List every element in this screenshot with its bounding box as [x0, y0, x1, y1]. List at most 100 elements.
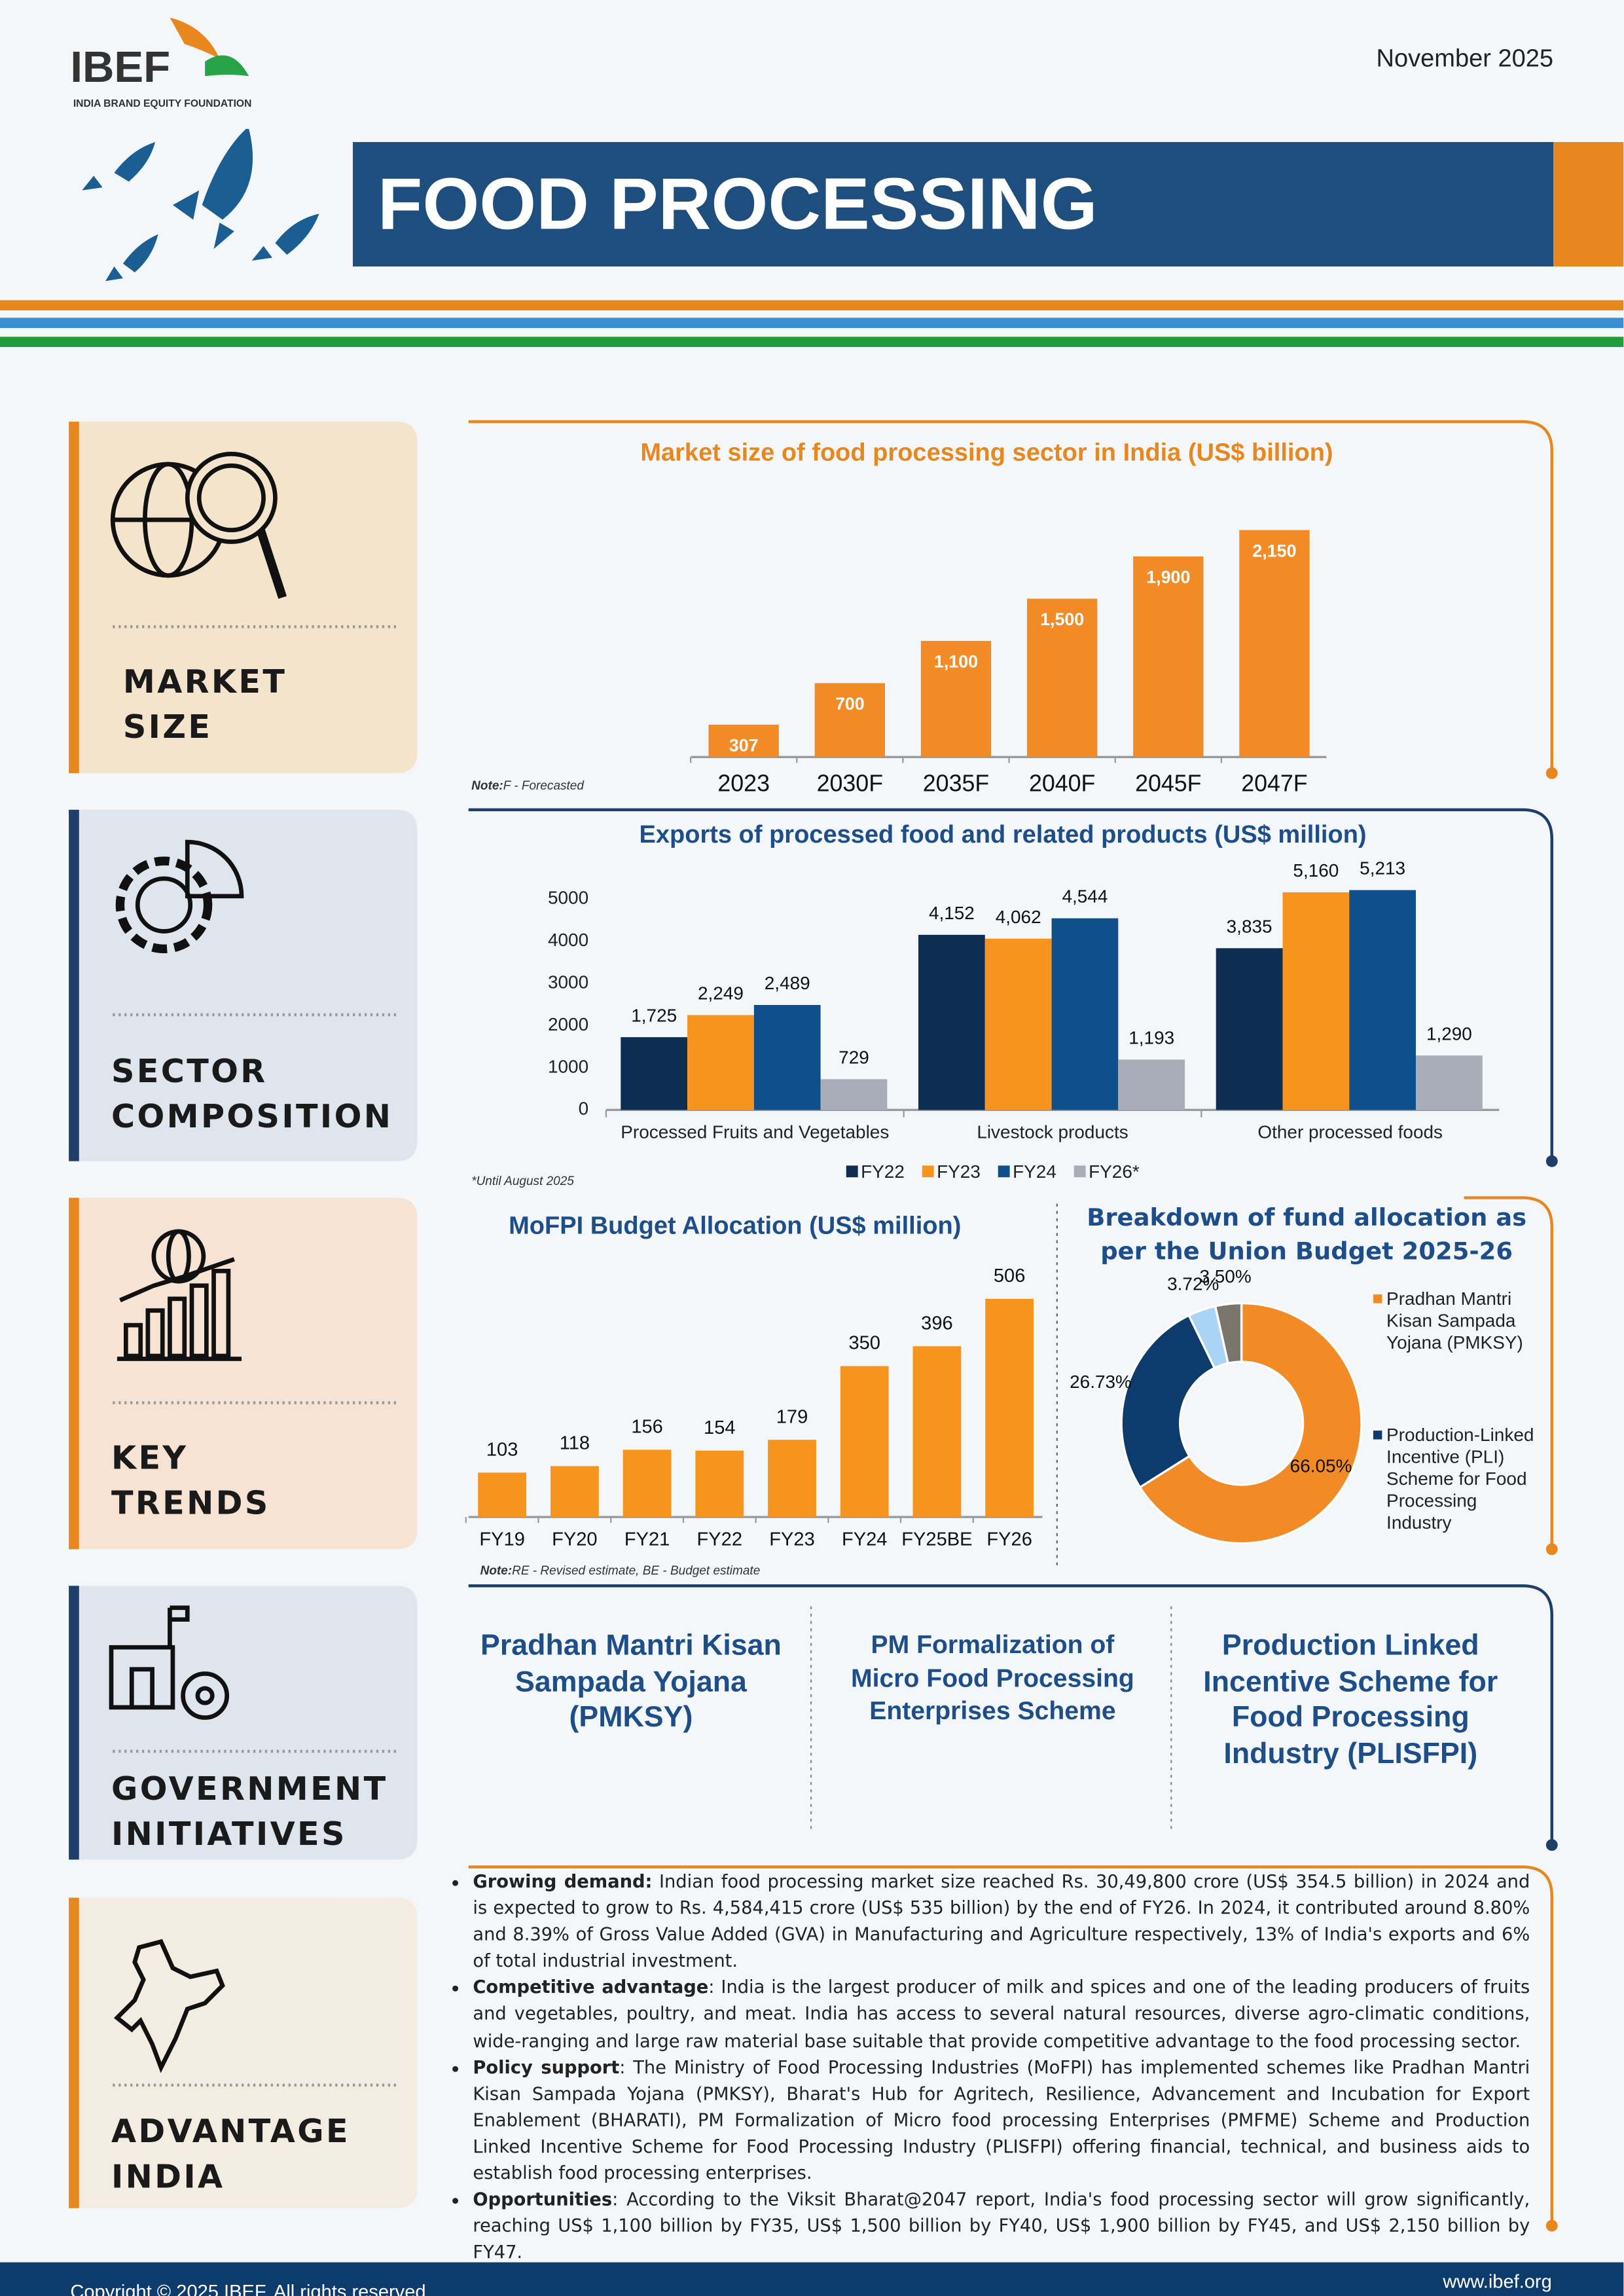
note-text: *Until August 2025 — [471, 1175, 574, 1188]
x-tick-label: 2040F — [1029, 770, 1095, 796]
icon — [109, 1645, 175, 1710]
side-box — [69, 1586, 418, 1860]
value-label: 103 — [486, 1439, 518, 1460]
x-tick-label: FY21 — [624, 1529, 670, 1550]
section-frame — [468, 808, 1554, 1161]
side-accent — [69, 1586, 79, 1860]
legend-label: FY24 — [1013, 1161, 1056, 1182]
legend-swatch — [1074, 1165, 1086, 1178]
bar — [1416, 1055, 1483, 1110]
section-label: SECTOR — [111, 1054, 268, 1091]
bar — [814, 683, 886, 757]
bar — [550, 1466, 599, 1518]
x-tick-label: 2047F — [1241, 770, 1307, 796]
bar — [478, 1472, 527, 1518]
x-tick-label: FY26 — [986, 1529, 1032, 1550]
legend-label: Pradhan Mantri Kisan Sampada Yojana (PMK… — [1386, 1288, 1523, 1353]
bullet-heading: Competitive advantage — [473, 1977, 709, 1998]
legend-label: Production-Linked Incentive (PLI) Scheme… — [1386, 1425, 1534, 1533]
x-tick-label: FY25BE — [901, 1529, 972, 1550]
section-frame — [1464, 1196, 1554, 1550]
bullet: Policy support: The Ministry of Food Pro… — [473, 2054, 1530, 2186]
frame-dot — [1545, 1155, 1558, 1167]
x-tick-label: Processed Fruits and Vegetables — [621, 1122, 889, 1142]
bullet-heading: Opportunities — [473, 2189, 613, 2210]
x-tick-label: 2023 — [717, 770, 770, 796]
side-accent — [69, 1897, 79, 2208]
bar — [1216, 948, 1283, 1110]
advantage-text: Growing demand: Indian food processing m… — [451, 1868, 1530, 2266]
value-label: 118 — [560, 1433, 590, 1454]
bar — [621, 1037, 688, 1110]
bullet-heading: Policy support — [473, 2056, 620, 2077]
section-label: TRENDS — [111, 1486, 270, 1523]
footer-url: www.ibef.org — [1442, 2272, 1551, 2293]
y-tick-label: 1000 — [548, 1056, 588, 1076]
x-tick-label: 2035F — [923, 770, 989, 796]
donut-slice — [1120, 1313, 1216, 1489]
icon — [113, 1939, 225, 2073]
icon — [119, 1257, 235, 1303]
section-label: GOVERNMENT — [111, 1772, 388, 1809]
date: November 2025 — [1377, 45, 1554, 73]
legend-swatch — [998, 1165, 1010, 1178]
x-tick-label: FY22 — [697, 1529, 742, 1550]
bar — [687, 1015, 754, 1110]
section-frame — [468, 420, 1554, 773]
logo-subtitle: INDIA BRAND EQUITY FOUNDATION — [73, 98, 252, 109]
bullet: Growing demand: Indian food processing m… — [473, 1868, 1530, 1975]
section-label: COMPOSITION — [111, 1099, 393, 1137]
stripe-green — [0, 337, 1624, 348]
icon — [166, 1229, 191, 1284]
legend-label: FY23 — [937, 1161, 981, 1182]
value-label: 4,544 — [1062, 886, 1108, 907]
bar — [1239, 530, 1310, 757]
value-label: 2,489 — [765, 973, 810, 993]
x-tick-label: Livestock products — [977, 1122, 1128, 1142]
bullet-text: : The Ministry of Food Processing Indust… — [473, 2056, 1530, 2183]
donut-title: Breakdown of fund allocation as per the … — [1087, 1203, 1527, 1266]
value-label: 154 — [704, 1417, 736, 1438]
bar — [1051, 918, 1119, 1110]
value-label: 1,290 — [1426, 1023, 1472, 1044]
value-label: 2,150 — [1252, 541, 1296, 560]
frame-dot — [1545, 2219, 1558, 2232]
value-label: 66.05% — [1290, 1455, 1352, 1476]
bar — [912, 1346, 962, 1518]
value-label: 1,193 — [1128, 1028, 1174, 1048]
bar — [918, 934, 985, 1110]
x-tick-label: 2030F — [817, 770, 883, 796]
value-label: 3,835 — [1227, 916, 1272, 936]
icon — [170, 1605, 190, 1622]
bar — [708, 724, 779, 757]
value-label: 1,100 — [934, 652, 978, 672]
bullet-text: : India is the largest producer of milk … — [473, 1977, 1530, 2051]
bar — [768, 1440, 816, 1518]
section-label: SIZE — [122, 710, 213, 747]
section-label: MARKET — [122, 665, 287, 702]
chart-note: *Until August 2025 — [471, 1175, 574, 1188]
value-label: 4,152 — [929, 903, 975, 923]
legend-label: FY22 — [861, 1161, 905, 1182]
note-label: Note: — [471, 779, 503, 793]
y-tick-label: 3000 — [548, 972, 588, 992]
x-tick-label: FY24 — [842, 1529, 887, 1550]
bullet-heading: Growing demand: — [473, 1871, 653, 1892]
icon — [189, 1283, 209, 1358]
value-label: 179 — [776, 1406, 808, 1427]
y-tick-label: 0 — [579, 1099, 589, 1119]
value-label: 396 — [921, 1313, 953, 1334]
icon — [195, 1686, 215, 1705]
note-text: F - Forecasted — [503, 779, 585, 793]
icon — [123, 1322, 143, 1358]
legend-swatch — [922, 1165, 934, 1178]
logo: IBEF — [70, 43, 170, 92]
donut-slice — [1214, 1302, 1243, 1365]
bar — [695, 1450, 744, 1518]
x-tick-label: FY20 — [552, 1529, 597, 1550]
side-box — [69, 1897, 418, 2208]
title-accent — [1553, 141, 1624, 267]
bullet-text: : According to the Viksit Bharat@2047 re… — [473, 2189, 1530, 2263]
side-accent — [69, 809, 79, 1161]
